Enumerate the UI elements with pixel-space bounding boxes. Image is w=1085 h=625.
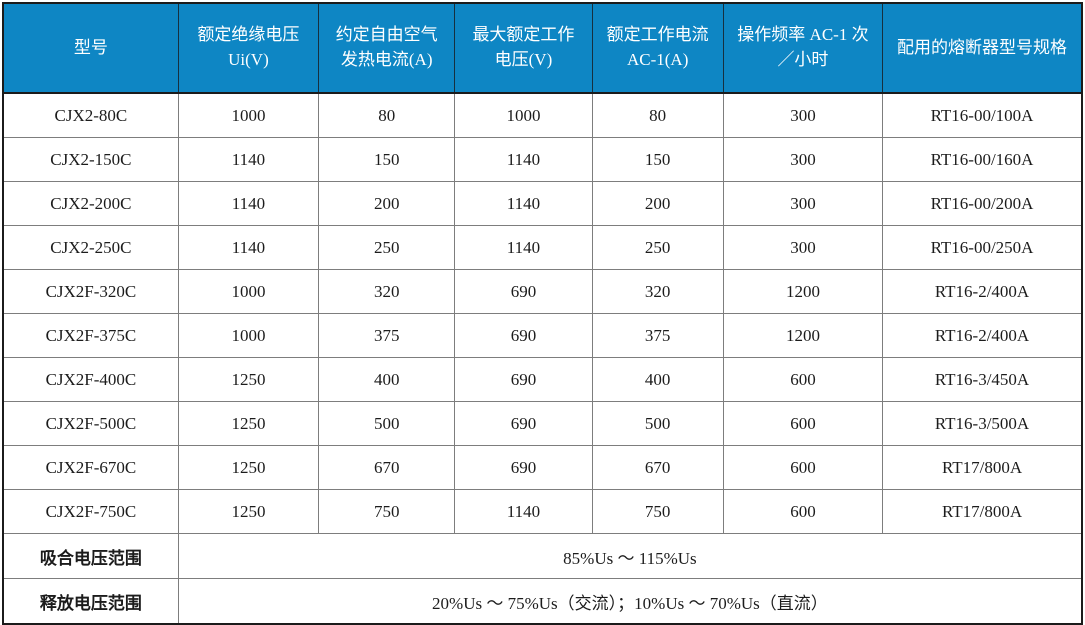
cell-insulation-voltage: 1250 <box>177 489 320 534</box>
cell-fuse-type: RT16-00/160A <box>882 137 1083 182</box>
cell-model: CJX2-80C <box>2 92 179 138</box>
cell-insulation-voltage: 1000 <box>177 313 320 358</box>
cell-max-working-voltage: 1140 <box>454 489 593 534</box>
col-header-operating-frequency: 操作频率 AC-1 次／小时 <box>722 2 884 94</box>
cell-model: CJX2-200C <box>2 181 179 226</box>
cell-thermal-current: 200 <box>318 181 456 226</box>
cell-thermal-current: 375 <box>318 313 456 358</box>
cell-fuse-type: RT16-3/450A <box>882 357 1083 402</box>
release-voltage-label: 释放电压范围 <box>2 578 179 625</box>
cell-model: CJX2F-320C <box>2 269 179 314</box>
cell-model: CJX2F-400C <box>2 357 179 402</box>
cell-max-working-voltage: 690 <box>454 357 593 402</box>
table-row: CJX2F-500C 1250 500 690 500 600 RT16-3/5… <box>2 401 1083 446</box>
cell-max-working-voltage: 1140 <box>454 225 593 270</box>
cell-insulation-voltage: 1250 <box>177 401 320 446</box>
cell-insulation-voltage: 1140 <box>177 225 320 270</box>
cell-operating-frequency: 600 <box>722 357 884 402</box>
cell-max-working-voltage: 1000 <box>454 92 593 138</box>
cell-thermal-current: 750 <box>318 489 456 534</box>
cell-fuse-type: RT16-2/400A <box>882 313 1083 358</box>
cell-max-working-voltage: 1140 <box>454 137 593 182</box>
cell-thermal-current: 250 <box>318 225 456 270</box>
table-row: CJX2F-670C 1250 670 690 670 600 RT17/800… <box>2 445 1083 490</box>
pickup-voltage-label: 吸合电压范围 <box>2 533 179 579</box>
table-row: CJX2F-375C 1000 375 690 375 1200 RT16-2/… <box>2 313 1083 358</box>
cell-model: CJX2-150C <box>2 137 179 182</box>
table-row: CJX2F-750C 1250 750 1140 750 600 RT17/80… <box>2 489 1083 534</box>
cell-model: CJX2F-670C <box>2 445 179 490</box>
table-row: CJX2F-400C 1250 400 690 400 600 RT16-3/4… <box>2 357 1083 402</box>
table-row: CJX2-150C 1140 150 1140 150 300 RT16-00/… <box>2 137 1083 182</box>
col-header-max-rated-working-voltage: 最大额定工作电压(V) <box>454 2 593 94</box>
cell-insulation-voltage: 1140 <box>177 137 320 182</box>
cell-operating-frequency: 1200 <box>722 313 884 358</box>
cell-model: CJX2F-375C <box>2 313 179 358</box>
cell-operating-frequency: 300 <box>722 92 884 138</box>
cell-operating-frequency: 300 <box>722 181 884 226</box>
cell-model: CJX2F-750C <box>2 489 179 534</box>
cell-model: CJX2-250C <box>2 225 179 270</box>
cell-working-current: 400 <box>591 357 724 402</box>
pickup-voltage-value: 85%Us ～ 115%Us <box>177 533 1083 579</box>
cell-max-working-voltage: 1140 <box>454 181 593 226</box>
cell-thermal-current: 150 <box>318 137 456 182</box>
cell-thermal-current: 400 <box>318 357 456 402</box>
cell-operating-frequency: 300 <box>722 225 884 270</box>
col-header-rated-insulation-voltage: 额定绝缘电压 Ui(V) <box>177 2 320 94</box>
cell-working-current: 250 <box>591 225 724 270</box>
cell-working-current: 150 <box>591 137 724 182</box>
pickup-voltage-row: 吸合电压范围 85%Us ～ 115%Us <box>2 533 1083 579</box>
cell-max-working-voltage: 690 <box>454 269 593 314</box>
cell-operating-frequency: 600 <box>722 489 884 534</box>
cell-operating-frequency: 600 <box>722 445 884 490</box>
cell-fuse-type: RT16-00/100A <box>882 92 1083 138</box>
cell-fuse-type: RT16-00/200A <box>882 181 1083 226</box>
cell-working-current: 80 <box>591 92 724 138</box>
cell-working-current: 320 <box>591 269 724 314</box>
cell-insulation-voltage: 1250 <box>177 445 320 490</box>
cell-insulation-voltage: 1000 <box>177 269 320 314</box>
cell-max-working-voltage: 690 <box>454 313 593 358</box>
release-voltage-value: 20%Us ～ 75%Us（交流）；10%Us ～ 70%Us（直流） <box>177 578 1083 625</box>
cell-model: CJX2F-500C <box>2 401 179 446</box>
cell-fuse-type: RT16-2/400A <box>882 269 1083 314</box>
cell-max-working-voltage: 690 <box>454 401 593 446</box>
cell-operating-frequency: 300 <box>722 137 884 182</box>
cell-fuse-type: RT16-3/500A <box>882 401 1083 446</box>
col-header-matching-fuse-type: 配用的熔断器型号规格 <box>882 2 1083 94</box>
table-row: CJX2-80C 1000 80 1000 80 300 RT16-00/100… <box>2 92 1083 138</box>
cell-operating-frequency: 1200 <box>722 269 884 314</box>
table-row: CJX2-250C 1140 250 1140 250 300 RT16-00/… <box>2 225 1083 270</box>
cell-fuse-type: RT16-00/250A <box>882 225 1083 270</box>
header-row: 型号 额定绝缘电压 Ui(V) 约定自由空气发热电流(A) 最大额定工作电压(V… <box>2 2 1083 94</box>
cell-thermal-current: 670 <box>318 445 456 490</box>
col-header-rated-working-current-ac1: 额定工作电流 AC-1(A) <box>591 2 724 94</box>
cell-working-current: 200 <box>591 181 724 226</box>
table-row: CJX2F-320C 1000 320 690 320 1200 RT16-2/… <box>2 269 1083 314</box>
cell-operating-frequency: 600 <box>722 401 884 446</box>
cell-working-current: 750 <box>591 489 724 534</box>
cell-working-current: 670 <box>591 445 724 490</box>
cell-thermal-current: 80 <box>318 92 456 138</box>
cell-thermal-current: 500 <box>318 401 456 446</box>
cell-insulation-voltage: 1000 <box>177 92 320 138</box>
cell-max-working-voltage: 690 <box>454 445 593 490</box>
cell-insulation-voltage: 1250 <box>177 357 320 402</box>
table-row: CJX2-200C 1140 200 1140 200 300 RT16-00/… <box>2 181 1083 226</box>
col-header-model: 型号 <box>2 2 179 94</box>
col-header-conventional-free-air-thermal-current: 约定自由空气发热电流(A) <box>318 2 456 94</box>
release-voltage-row: 释放电压范围 20%Us ～ 75%Us（交流）；10%Us ～ 70%Us（直… <box>2 578 1083 625</box>
cell-fuse-type: RT17/800A <box>882 445 1083 490</box>
cell-working-current: 375 <box>591 313 724 358</box>
cell-insulation-voltage: 1140 <box>177 181 320 226</box>
cell-thermal-current: 320 <box>318 269 456 314</box>
cell-fuse-type: RT17/800A <box>882 489 1083 534</box>
cell-working-current: 500 <box>591 401 724 446</box>
